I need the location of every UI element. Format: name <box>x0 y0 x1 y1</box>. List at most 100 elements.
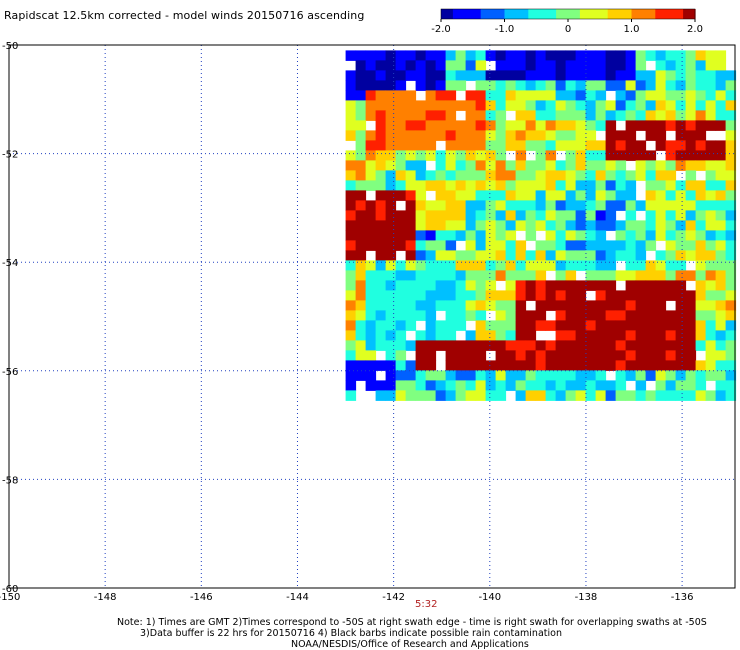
heatmap-cell <box>705 240 717 251</box>
heatmap-cell <box>385 110 397 121</box>
heatmap-cell <box>445 200 457 211</box>
heatmap-cell <box>375 80 387 91</box>
heatmap-cell <box>485 250 497 261</box>
heatmap-cell <box>475 120 487 131</box>
heatmap-cell <box>585 60 597 71</box>
colorbar-segment <box>655 9 660 19</box>
heatmap-cell <box>665 70 677 81</box>
heatmap-cell <box>725 300 737 311</box>
heatmap-cell <box>705 180 717 191</box>
heatmap-cell <box>485 270 497 281</box>
heatmap-cell <box>515 310 527 321</box>
heatmap-cell <box>465 210 477 221</box>
note-line-2: 3)Data buffer is 22 hrs for 20150716 4) … <box>140 628 562 639</box>
heatmap-cell <box>385 140 397 151</box>
heatmap-cell <box>615 350 627 361</box>
heatmap-cell <box>465 120 477 131</box>
heatmap-cell <box>505 180 517 191</box>
heatmap-cell <box>545 280 557 291</box>
heatmap-cell <box>395 140 407 151</box>
heatmap-cell <box>685 360 697 371</box>
heatmap-cell <box>475 260 487 271</box>
heatmap-cell <box>525 330 537 341</box>
heatmap-cell <box>605 80 617 91</box>
heatmap-cell <box>515 60 527 71</box>
heatmap-cell <box>475 280 487 291</box>
heatmap-cell <box>545 290 557 301</box>
heatmap-cell <box>635 60 647 71</box>
heatmap-cell <box>625 60 637 71</box>
heatmap-cell <box>455 80 467 91</box>
heatmap-cell <box>545 390 557 401</box>
heatmap-cell <box>445 180 457 191</box>
heatmap-cell <box>465 100 477 111</box>
heatmap-cell <box>675 60 687 71</box>
heatmap-cell <box>345 270 357 281</box>
heatmap-cell <box>715 270 727 281</box>
heatmap-cell <box>515 90 527 101</box>
heatmap-cell <box>485 240 497 251</box>
heatmap-cell <box>655 100 667 111</box>
heatmap-cell <box>415 340 427 351</box>
heatmap-cell <box>635 170 647 181</box>
heatmap-cell <box>435 320 447 331</box>
heatmap-cell <box>625 300 637 311</box>
heatmap-cell <box>715 390 727 401</box>
heatmap-cell <box>385 290 397 301</box>
heatmap-cell <box>495 100 507 111</box>
heatmap-cell <box>515 100 527 111</box>
heatmap-cell <box>545 160 557 171</box>
heatmap-cell <box>585 160 597 171</box>
heatmap-cell <box>615 150 627 161</box>
heatmap-cell <box>525 270 537 281</box>
heatmap-cell <box>555 130 567 141</box>
heatmap-cell <box>455 310 467 321</box>
heatmap-cell <box>605 380 617 391</box>
heatmap-cell <box>625 180 637 191</box>
heatmap-cell <box>625 280 637 291</box>
heatmap-cell <box>455 130 467 141</box>
heatmap-cell <box>725 70 737 81</box>
heatmap-cell <box>555 230 567 241</box>
heatmap-cell <box>485 150 497 161</box>
heatmap-cell <box>415 200 427 211</box>
heatmap-cell <box>605 220 617 231</box>
heatmap-cell <box>655 190 667 201</box>
heatmap-cell <box>345 310 357 321</box>
heatmap-cell <box>435 300 447 311</box>
heatmap-cell <box>595 390 607 401</box>
heatmap-cell <box>705 250 717 261</box>
heatmap-cell <box>465 360 477 371</box>
heatmap-cell <box>715 90 727 101</box>
heatmap-cell <box>625 150 637 161</box>
heatmap-cell <box>435 280 447 291</box>
heatmap-cell <box>445 340 457 351</box>
heatmap-cell <box>575 50 587 61</box>
heatmap-cell <box>675 160 687 171</box>
heatmap-cell <box>725 100 737 111</box>
heatmap-cell <box>635 70 647 81</box>
heatmap-cell <box>655 50 667 61</box>
heatmap-cell <box>485 180 497 191</box>
heatmap-cell <box>415 250 427 261</box>
heatmap-cell <box>515 190 527 201</box>
heatmap-cell <box>435 130 447 141</box>
heatmap-cell <box>725 340 737 351</box>
heatmap-cell <box>455 120 467 131</box>
colorbar-segment <box>456 9 462 19</box>
heatmap-cell <box>525 310 537 321</box>
heatmap-cell <box>405 90 417 101</box>
heatmap-cell <box>545 80 557 91</box>
heatmap-cell <box>395 50 407 61</box>
heatmap-cell <box>725 120 737 131</box>
heatmap-cell <box>385 320 397 331</box>
heatmap-cell <box>715 260 727 271</box>
heatmap-cell <box>585 220 597 231</box>
heatmap-cell <box>545 140 557 151</box>
heatmap-cell <box>525 390 537 401</box>
heatmap-cell <box>565 370 577 381</box>
heatmap-cell <box>715 190 727 201</box>
heatmap-cell <box>575 200 587 211</box>
x-tick-label: -146 <box>190 592 213 603</box>
heatmap-cell <box>445 170 457 181</box>
